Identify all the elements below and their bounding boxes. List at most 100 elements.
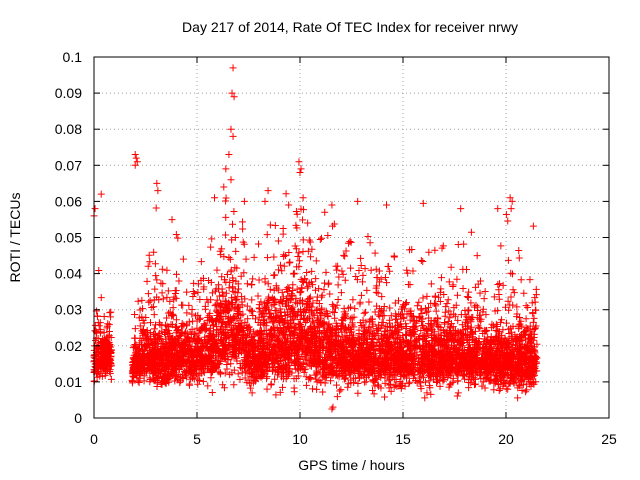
data-point [333, 266, 341, 274]
data-point [447, 310, 455, 318]
data-point [286, 258, 294, 266]
data-point [231, 233, 239, 241]
data-point [150, 248, 158, 256]
data-point [324, 312, 332, 320]
data-point [163, 266, 171, 274]
data-point [502, 303, 510, 311]
data-point [207, 243, 215, 251]
data-point [531, 298, 539, 306]
data-point [196, 296, 204, 304]
data-point [248, 281, 256, 289]
data-point [475, 324, 483, 332]
data-point [446, 323, 454, 331]
data-point [220, 384, 228, 392]
data-point [478, 382, 486, 390]
data-point [386, 326, 394, 334]
data-point [339, 270, 347, 278]
data-point [266, 221, 274, 229]
data-point [330, 344, 338, 352]
data-point [490, 386, 498, 394]
data-point [507, 269, 515, 277]
data-point [364, 233, 372, 241]
data-point [387, 312, 395, 320]
data-point [374, 289, 382, 297]
data-point [463, 319, 471, 327]
data-point [106, 327, 113, 335]
data-point [530, 314, 538, 322]
data-point [195, 315, 203, 323]
data-point [207, 278, 215, 286]
data-point [387, 387, 395, 395]
data-point [423, 292, 431, 300]
data-point [163, 314, 171, 322]
data-point [381, 393, 389, 401]
data-point [208, 289, 216, 297]
data-point [481, 287, 489, 295]
data-point [337, 386, 345, 394]
data-point [508, 270, 516, 278]
data-point [172, 316, 180, 324]
data-point [318, 291, 326, 299]
data-point [459, 265, 467, 273]
data-point [499, 326, 507, 334]
data-point [264, 254, 272, 262]
data-point [106, 309, 114, 317]
data-point [520, 289, 528, 297]
data-point [146, 297, 154, 305]
data-point [242, 255, 250, 263]
data-point [378, 293, 386, 301]
data-point [95, 322, 103, 330]
data-point [150, 303, 158, 311]
data-point [290, 269, 298, 277]
data-point [135, 379, 143, 387]
data-point [159, 295, 167, 303]
data-point [431, 246, 439, 254]
data-point [499, 281, 507, 289]
data-point [439, 375, 447, 383]
data-point [357, 261, 365, 269]
data-point [505, 306, 513, 314]
data-point [246, 384, 254, 392]
data-point [308, 267, 316, 275]
data-point [405, 380, 413, 388]
data-point [239, 218, 247, 226]
data-point [419, 199, 427, 207]
data-point [418, 310, 426, 318]
data-point [463, 293, 471, 301]
data-point [226, 255, 234, 263]
data-point [334, 296, 342, 304]
data-point [227, 360, 235, 368]
data-point [280, 253, 288, 261]
data-point [502, 319, 510, 327]
data-point [282, 252, 290, 260]
data-point [504, 217, 512, 225]
data-point [285, 249, 293, 257]
data-point [250, 253, 258, 261]
data-point [504, 297, 512, 305]
data-point [454, 389, 462, 397]
data-point [341, 252, 349, 260]
data-point [248, 296, 256, 304]
data-point [372, 288, 380, 296]
data-point [179, 255, 187, 263]
data-point [474, 303, 482, 311]
data-point [444, 296, 452, 304]
data-point [421, 378, 429, 386]
data-point [490, 293, 498, 301]
data-point [143, 277, 151, 285]
data-point [164, 287, 172, 295]
data-point [168, 216, 176, 224]
data-point [219, 381, 227, 389]
data-point [255, 240, 263, 248]
data-point [144, 262, 152, 270]
data-point [434, 293, 442, 301]
data-point [386, 267, 394, 275]
data-point [131, 311, 139, 319]
data-point [163, 293, 171, 301]
data-point [449, 281, 457, 289]
data-point [417, 256, 425, 264]
data-point [128, 378, 136, 386]
data-point [294, 252, 302, 260]
data-point [514, 394, 522, 402]
data-point [526, 276, 534, 284]
